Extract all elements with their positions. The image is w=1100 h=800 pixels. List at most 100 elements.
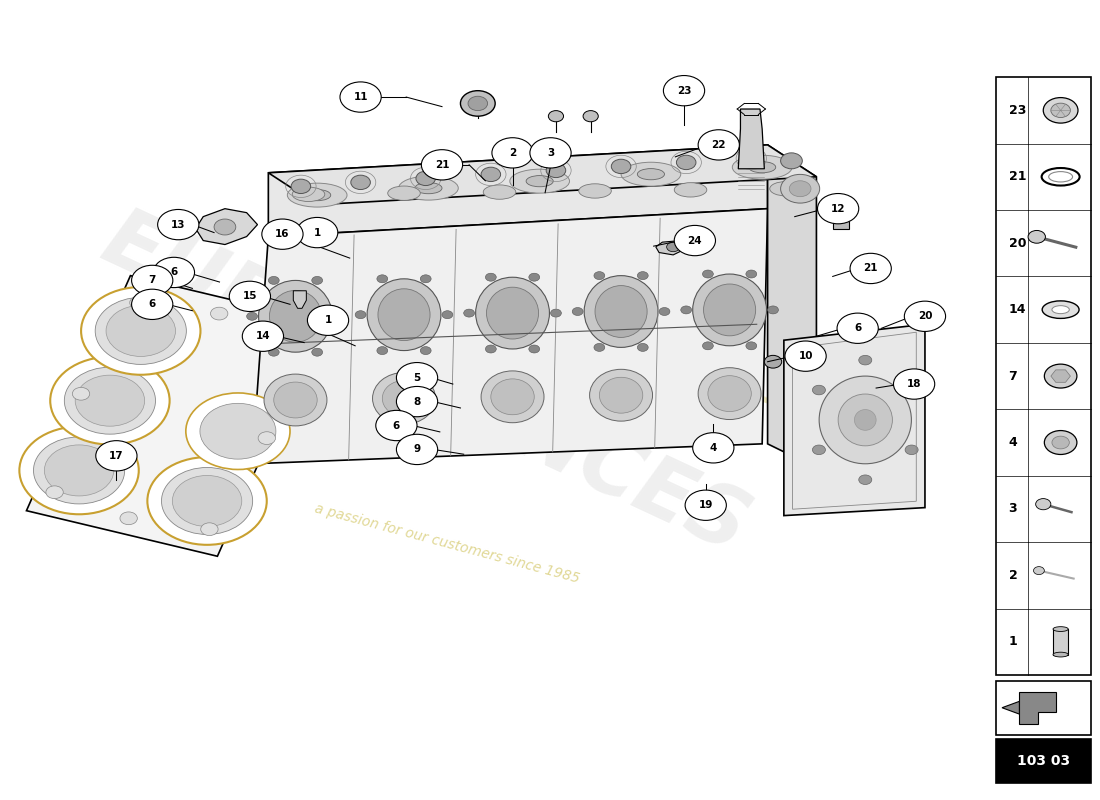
Circle shape	[120, 512, 138, 525]
Circle shape	[550, 309, 561, 317]
Circle shape	[311, 277, 322, 284]
Circle shape	[355, 310, 366, 318]
Polygon shape	[738, 109, 764, 169]
Circle shape	[153, 258, 195, 287]
Circle shape	[594, 343, 605, 351]
Circle shape	[147, 457, 267, 545]
Text: 11: 11	[353, 92, 367, 102]
Circle shape	[162, 467, 253, 534]
Ellipse shape	[491, 379, 535, 414]
Circle shape	[547, 163, 565, 178]
Circle shape	[229, 282, 271, 311]
Circle shape	[464, 309, 474, 317]
Ellipse shape	[258, 281, 332, 352]
Circle shape	[461, 90, 495, 116]
Polygon shape	[268, 145, 816, 205]
Circle shape	[529, 274, 540, 281]
Text: 8: 8	[414, 397, 420, 406]
Text: 21: 21	[434, 160, 449, 170]
FancyBboxPatch shape	[996, 77, 1091, 675]
Ellipse shape	[693, 274, 767, 346]
Circle shape	[813, 445, 825, 454]
Text: 18: 18	[906, 379, 922, 389]
Circle shape	[396, 362, 438, 393]
Circle shape	[530, 138, 571, 168]
Circle shape	[20, 426, 139, 514]
Circle shape	[307, 305, 349, 335]
Ellipse shape	[270, 290, 321, 342]
Circle shape	[377, 275, 387, 282]
Ellipse shape	[481, 371, 544, 422]
Circle shape	[311, 348, 322, 356]
Circle shape	[246, 312, 257, 320]
Text: a passion for our customers since 1985: a passion for our customers since 1985	[314, 502, 582, 586]
Circle shape	[340, 82, 382, 112]
Circle shape	[130, 296, 147, 309]
Text: 16: 16	[275, 229, 289, 239]
Text: since 1985: since 1985	[617, 318, 886, 450]
Circle shape	[1043, 98, 1078, 123]
Polygon shape	[268, 145, 768, 237]
Polygon shape	[26, 276, 321, 556]
Circle shape	[781, 174, 820, 203]
Circle shape	[693, 433, 734, 463]
Text: 5: 5	[414, 373, 420, 382]
Ellipse shape	[378, 289, 430, 341]
Ellipse shape	[770, 182, 802, 196]
Circle shape	[904, 301, 946, 331]
Ellipse shape	[486, 287, 539, 339]
Polygon shape	[1050, 370, 1070, 382]
Circle shape	[268, 348, 279, 356]
Circle shape	[529, 345, 540, 353]
Ellipse shape	[595, 286, 647, 338]
Circle shape	[173, 475, 242, 526]
Ellipse shape	[1052, 306, 1069, 314]
Circle shape	[157, 210, 199, 240]
Circle shape	[817, 194, 859, 224]
Text: 1: 1	[324, 315, 332, 326]
Circle shape	[396, 434, 438, 465]
Text: 17: 17	[109, 451, 123, 461]
Circle shape	[663, 75, 705, 106]
Circle shape	[674, 226, 715, 256]
Circle shape	[1044, 430, 1077, 454]
Circle shape	[396, 386, 438, 417]
Circle shape	[75, 375, 145, 426]
Text: 13: 13	[170, 220, 186, 230]
Ellipse shape	[1053, 626, 1068, 631]
Polygon shape	[294, 290, 306, 308]
Circle shape	[258, 432, 275, 445]
Circle shape	[893, 369, 935, 399]
Ellipse shape	[483, 185, 516, 199]
Text: 12: 12	[830, 204, 846, 214]
Ellipse shape	[475, 278, 549, 349]
Ellipse shape	[704, 284, 756, 336]
Circle shape	[781, 153, 802, 169]
Circle shape	[132, 266, 173, 295]
Text: 23: 23	[1009, 104, 1026, 117]
Circle shape	[850, 254, 891, 284]
Circle shape	[703, 270, 713, 278]
Text: 7: 7	[1009, 370, 1018, 382]
Circle shape	[420, 346, 431, 354]
Circle shape	[442, 310, 453, 318]
Text: 21: 21	[864, 263, 878, 274]
Circle shape	[214, 219, 235, 235]
Ellipse shape	[287, 183, 346, 207]
Circle shape	[481, 167, 500, 182]
Ellipse shape	[855, 410, 876, 430]
Ellipse shape	[698, 368, 761, 419]
Circle shape	[421, 150, 463, 180]
Circle shape	[376, 410, 417, 441]
Circle shape	[746, 342, 757, 350]
Circle shape	[746, 270, 757, 278]
Ellipse shape	[1053, 652, 1068, 657]
Polygon shape	[656, 241, 686, 255]
Circle shape	[612, 159, 630, 174]
Circle shape	[813, 386, 825, 395]
Ellipse shape	[387, 186, 420, 200]
Polygon shape	[196, 209, 257, 245]
Ellipse shape	[733, 155, 792, 179]
Circle shape	[96, 441, 138, 471]
Ellipse shape	[708, 376, 751, 411]
